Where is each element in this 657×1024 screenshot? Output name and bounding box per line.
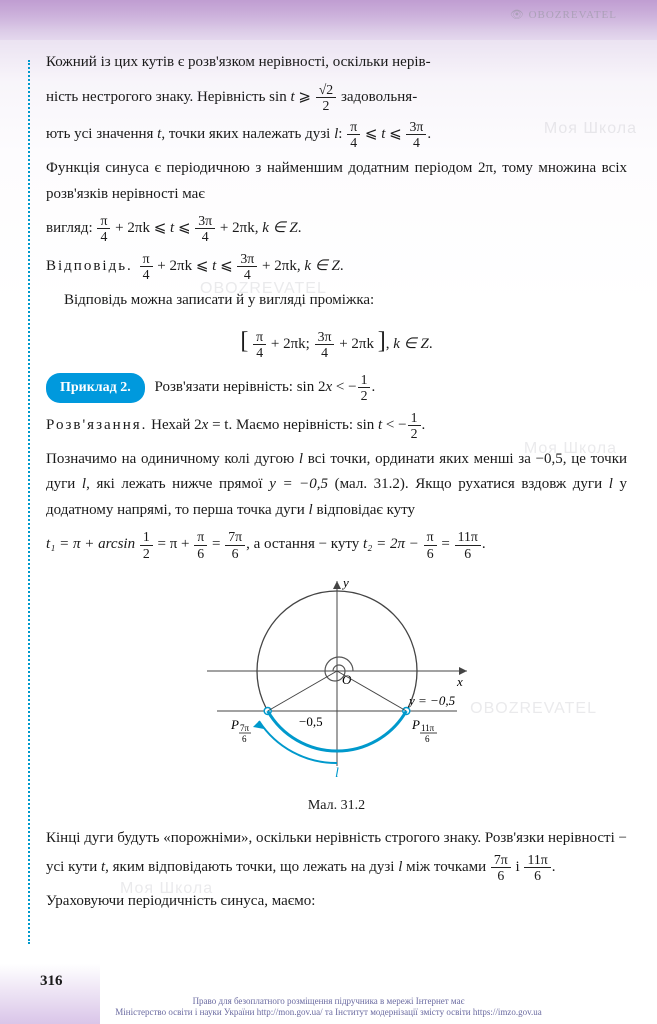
paragraph: Функція синуса є періодичною з найменшим… <box>46 156 627 207</box>
example-heading: Приклад 2. Розв'язати нерівність: sin 2x… <box>46 372 627 403</box>
svg-text:6: 6 <box>425 734 430 744</box>
unit-circle-diagram: y x O y = −0,5 −0,5 l P 7π <box>46 571 627 791</box>
footer-note: Право для безоплатного розміщення підруч… <box>0 996 657 1018</box>
page-number: 316 <box>40 973 63 990</box>
paragraph: вигляд: π4 + 2πk ⩽ t ⩽ 3π4 + 2πk, k ∈ Z. <box>46 213 627 244</box>
page-content: Кожний із цих кутів є розв'язком нерівно… <box>46 50 627 920</box>
svg-text:P: P <box>230 717 239 732</box>
watermark-logo: 👁 OBOZREVATEL <box>510 8 617 21</box>
arc-label: l <box>335 766 339 781</box>
paragraph: ність нестрогого знаку. Нерівність sin t… <box>46 82 627 113</box>
paragraph: Ураховуючи періодичність синуса, маємо: <box>46 889 627 915</box>
answer-line: Відповідь. π4 + 2πk ⩽ t ⩽ 3π4 + 2πk, k ∈… <box>46 251 627 282</box>
paragraph: t₁ = π + arcsin 12 = π + π6 = 7π6, а ост… <box>46 529 627 560</box>
left-margin-dots <box>28 60 30 944</box>
line-label: y = −0,5 <box>407 693 456 708</box>
svg-text:P: P <box>411 717 420 732</box>
example-badge: Приклад 2. <box>46 373 145 403</box>
svg-text:6: 6 <box>242 734 247 744</box>
paragraph: Кожний із цих кутів є розв'язком нерівно… <box>46 50 627 76</box>
value-label: −0,5 <box>299 714 323 729</box>
diagram-caption: Мал. 31.2 <box>46 794 627 818</box>
svg-text:7π: 7π <box>240 723 250 733</box>
paragraph: Відповідь можна записати й у вигляді про… <box>46 288 627 314</box>
y-axis-label: y <box>341 575 349 590</box>
paragraph: Позначимо на одиничному колі дугою l всі… <box>46 447 627 524</box>
svg-text:11π: 11π <box>421 723 435 733</box>
interval-formula: [ π4 + 2πk; 3π4 + 2πk ], k ∈ Z. <box>46 321 627 362</box>
paragraph: ють усі значення t, точки яких належать … <box>46 119 627 150</box>
x-axis-label: x <box>456 674 463 689</box>
solution-line: Розв'язання. Нехай 2x = t. Маємо нерівні… <box>46 410 627 441</box>
paragraph: Кінці дуги будуть «порожніми», оскільки … <box>46 826 627 883</box>
